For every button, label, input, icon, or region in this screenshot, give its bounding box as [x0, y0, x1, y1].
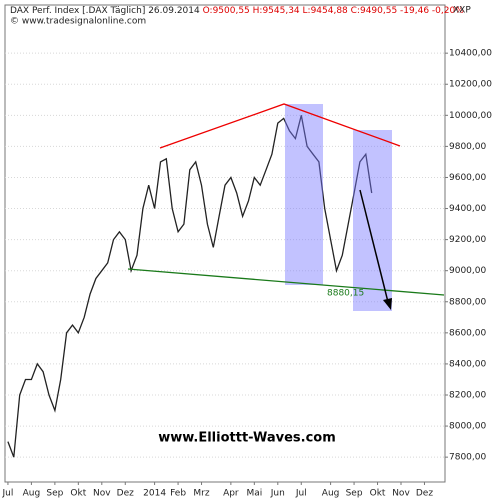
x-tick-label: Nov: [392, 489, 410, 499]
y-tick-label: 9000,00: [449, 266, 486, 276]
x-tick-label: Dez: [416, 489, 433, 499]
y-tick-label: 8400,00: [449, 359, 486, 369]
x-tick-label: Sep: [346, 489, 363, 499]
x-tick-label: Jul: [2, 489, 14, 499]
y-tick-label: 9400,00: [449, 204, 486, 214]
x-tick-label: Apr: [223, 489, 239, 499]
y-tick-label: 8000,00: [449, 422, 486, 432]
x-tick-label: Okt: [70, 489, 86, 499]
arrow-head: [383, 298, 392, 310]
y-tick-label: 8600,00: [449, 328, 486, 338]
watermark: www.Elliottt-Waves.com: [158, 431, 336, 446]
y-tick-label: 8800,00: [449, 297, 486, 307]
support-line: [127, 268, 445, 296]
y-tick-label: 10200,00: [449, 80, 492, 90]
x-tick-label: Aug: [23, 489, 41, 499]
x-tick-label: Dez: [117, 489, 134, 499]
x-tick-label: Jun: [270, 489, 285, 499]
highlight-box: [285, 104, 323, 285]
arrow: [359, 189, 389, 303]
price-line: [7, 115, 373, 458]
symbol: XXP: [453, 6, 471, 16]
support-label: 8880,15: [327, 289, 364, 299]
chart-title: DAX Perf. Index [.DAX Täglich] 26.09.201…: [10, 6, 464, 16]
plot-area: 7800,00 8000,00 8200,00 8400,00 8600,00 8800,…: [2, 49, 493, 499]
x-tick-label: Aug: [322, 489, 340, 499]
y-tick-label: 7800,00: [449, 453, 486, 463]
y-tick-label: 10400,00: [449, 49, 492, 59]
resistance-line: [159, 103, 401, 149]
highlight-box: [353, 130, 392, 311]
y-tick-label: 9800,00: [449, 142, 486, 152]
y-tick-label: 9600,00: [449, 173, 486, 183]
x-tick-label: Mai: [246, 489, 262, 499]
x-tick-label: 2014: [143, 489, 166, 499]
x-tick-label: Feb: [170, 489, 186, 499]
x-tick-label: Sep: [46, 489, 63, 499]
x-tick-label: Okt: [370, 489, 386, 499]
title-text: DAX Perf. Index [.DAX Täglich] 26.09.201…: [10, 6, 200, 16]
x-tick-label: Mrz: [193, 489, 209, 499]
x-tick-label: Nov: [93, 489, 111, 499]
ohlc-text: O:9500,55 H:9545,34 L:9454,88 C:9490,55 …: [203, 6, 465, 16]
y-tick-label: 8200,00: [449, 390, 486, 400]
y-tick-label: 10000,00: [449, 111, 492, 121]
y-tick-label: 9200,00: [449, 235, 486, 245]
source: © www.tradesignalonline.com: [10, 17, 146, 27]
x-tick-label: Jul: [295, 489, 307, 499]
